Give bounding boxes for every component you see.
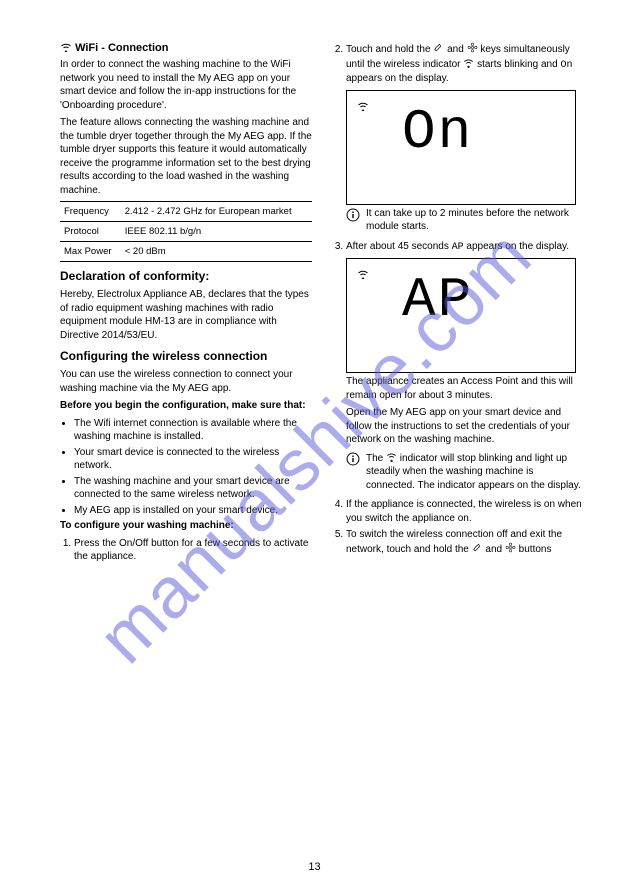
before-begin-heading: Before you begin the configuration, make… bbox=[60, 399, 312, 413]
wifi-heading: WiFi - Connection bbox=[60, 42, 312, 54]
step-5b: and bbox=[485, 544, 504, 555]
wifi-icon bbox=[357, 101, 369, 111]
display-ap: AP bbox=[346, 258, 576, 373]
step-2e: appears on the display. bbox=[346, 73, 449, 84]
freq-table: Frequency 2.412 - 2.472 GHz for European… bbox=[60, 201, 312, 262]
note-2: The indicator will stop blinking and lig… bbox=[346, 451, 584, 493]
wifi-icon bbox=[60, 42, 72, 52]
step-3-p1: The appliance creates an Access Point an… bbox=[346, 375, 584, 402]
cell-freq-value: 2.412 - 2.472 GHz for European market bbox=[121, 202, 312, 222]
info-icon bbox=[346, 208, 360, 222]
wifi-icon bbox=[463, 59, 474, 70]
step-2: Touch and hold the and keys simultaneous… bbox=[346, 42, 584, 234]
stain-icon bbox=[433, 44, 444, 55]
step-5c: buttons bbox=[519, 544, 552, 555]
on-inline-seg: On bbox=[560, 60, 572, 71]
wifi-para-2: The feature allows connecting the washin… bbox=[60, 116, 312, 197]
list-item: The Wifi internet connection is availabl… bbox=[74, 417, 312, 444]
note-2b: indicator will stop blinking and light u… bbox=[366, 453, 581, 491]
wireless-config-heading: Configuring the wireless connection bbox=[60, 348, 312, 364]
table-row: Protocol IEEE 802.11 b/g/n bbox=[60, 222, 312, 242]
cell-proto-value: IEEE 802.11 b/g/n bbox=[121, 222, 312, 242]
cell-freq-label: Frequency bbox=[60, 202, 121, 222]
note-2-text: The indicator will stop blinking and lig… bbox=[366, 451, 584, 493]
note-1: It can take up to 2 minutes before the n… bbox=[346, 207, 584, 234]
wifi-heading-text: WiFi - Connection bbox=[75, 42, 168, 54]
wifi-icon bbox=[357, 269, 369, 279]
wireless-config-text: You can use the wireless connection to c… bbox=[60, 368, 312, 395]
step-3a: After about 45 seconds bbox=[346, 241, 452, 252]
note-1-text: It can take up to 2 minutes before the n… bbox=[366, 207, 584, 234]
step-2d: starts blinking and bbox=[477, 59, 560, 70]
flower-icon bbox=[505, 544, 516, 555]
flower-icon bbox=[467, 44, 478, 55]
declaration-text: Hereby, Electrolux Appliance AB, declare… bbox=[60, 288, 312, 342]
configure-steps-right: Touch and hold the and keys simultaneous… bbox=[332, 42, 584, 556]
cell-proto-label: Protocol bbox=[60, 222, 121, 242]
wifi-icon bbox=[386, 453, 397, 464]
step-4: If the appliance is connected, the wirel… bbox=[346, 498, 584, 525]
step-3b: appears on the display. bbox=[466, 241, 569, 252]
list-item: My AEG app is installed on your smart de… bbox=[74, 504, 312, 518]
step-1: Press the On/Off button for a few second… bbox=[74, 537, 312, 564]
table-row: Frequency 2.412 - 2.472 GHz for European… bbox=[60, 202, 312, 222]
wifi-para-1: In order to connect the washing machine … bbox=[60, 58, 312, 112]
display-ap-text: AP bbox=[402, 263, 473, 339]
step-3-p2: Open the My AEG app on your smart device… bbox=[346, 406, 584, 447]
left-column: WiFi - Connection In order to connect th… bbox=[60, 40, 312, 567]
declaration-heading: Declaration of conformity: bbox=[60, 268, 312, 284]
info-icon bbox=[346, 452, 360, 466]
step-2b: and bbox=[447, 44, 466, 55]
cell-power-label: Max Power bbox=[60, 242, 121, 262]
step-3: After about 45 seconds AP appears on the… bbox=[346, 240, 584, 493]
table-row: Max Power < 20 dBm bbox=[60, 242, 312, 262]
list-item: The washing machine and your smart devic… bbox=[74, 475, 312, 502]
list-item: Your smart device is connected to the wi… bbox=[74, 446, 312, 473]
manual-page: WiFi - Connection In order to connect th… bbox=[0, 0, 629, 893]
ap-inline-seg: AP bbox=[452, 242, 464, 253]
before-begin-list: The Wifi internet connection is availabl… bbox=[60, 417, 312, 518]
page-number: 13 bbox=[0, 861, 629, 873]
display-on-text: On bbox=[402, 95, 473, 171]
step-2a: Touch and hold the bbox=[346, 44, 433, 55]
configure-heading: To configure your washing machine: bbox=[60, 519, 312, 533]
step-5: To switch the wireless connection off an… bbox=[346, 528, 584, 556]
cell-power-value: < 20 dBm bbox=[121, 242, 312, 262]
note-2a: The bbox=[366, 453, 386, 464]
display-on: On bbox=[346, 90, 576, 205]
configure-steps-left: Press the On/Off button for a few second… bbox=[60, 537, 312, 564]
right-column: Touch and hold the and keys simultaneous… bbox=[332, 40, 584, 567]
stain-icon bbox=[472, 544, 483, 555]
